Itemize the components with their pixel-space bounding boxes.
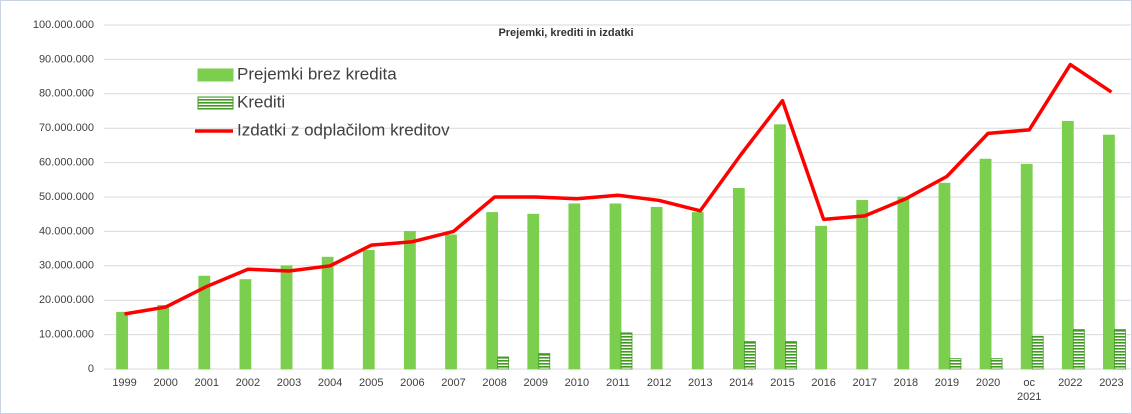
chart-title: Prejemki, krediti in izdatki [498, 27, 633, 39]
x-tick-label: 2001 [195, 377, 219, 389]
x-tick-label: 2015 [770, 377, 794, 389]
bar [239, 279, 252, 370]
y-tick-label: 60.000.000 [39, 157, 94, 169]
bar [1061, 120, 1074, 370]
bar [1114, 329, 1126, 370]
bar [1020, 163, 1033, 370]
legend-label: Izdatki z odplačilom kreditov [237, 120, 450, 139]
bar [743, 341, 756, 370]
x-tick-label: 2000 [153, 377, 177, 389]
x-tick-label: 2018 [894, 377, 918, 389]
bar [785, 341, 797, 370]
bar [403, 230, 416, 370]
bar [897, 196, 910, 370]
y-tick-label: 10.000.000 [39, 329, 94, 341]
bar [497, 356, 510, 370]
legend-swatch [197, 96, 234, 110]
x-tick-label: 2009 [524, 377, 548, 389]
bar [486, 212, 499, 370]
bar [620, 332, 633, 370]
bar [198, 275, 211, 370]
y-tick-label: 100.000.000 [33, 19, 94, 31]
bar [568, 203, 581, 370]
bar [815, 225, 827, 370]
bar [650, 206, 663, 370]
x-tick-label: 2002 [236, 377, 260, 389]
x-tick-label: 2006 [400, 377, 424, 389]
y-tick-label: 30.000.000 [39, 260, 94, 272]
bar [609, 203, 622, 370]
bar [949, 358, 962, 370]
y-tick-label: 0 [88, 363, 94, 375]
bar [362, 249, 375, 370]
bar [1072, 329, 1085, 370]
bar [116, 311, 128, 370]
y-tick-label: 20.000.000 [39, 294, 94, 306]
bar [538, 353, 551, 370]
legend-swatch [197, 68, 234, 82]
x-tick-label: 2010 [565, 377, 589, 389]
x-tick-label: 2013 [688, 377, 712, 389]
x-tick-label: 2012 [647, 377, 671, 389]
line [124, 62, 1113, 316]
y-tick-label: 70.000.000 [39, 122, 94, 134]
legend-label: Krediti [237, 92, 285, 111]
bar [1103, 134, 1115, 370]
bar [321, 256, 334, 370]
x-tick-label: 2005 [359, 377, 383, 389]
x-tick-label: 2019 [935, 377, 959, 389]
bar [445, 234, 457, 370]
bar [979, 158, 992, 370]
x-tick-label: 2023 [1099, 377, 1123, 389]
x-tick-label: 1999 [112, 377, 136, 389]
legend-label: Prejemki brez kredita [237, 64, 397, 83]
x-tick-label: 2008 [482, 377, 506, 389]
x-tick-label: 2003 [277, 377, 301, 389]
x-tick-label: 2022 [1058, 377, 1082, 389]
x-tick-label: 2004 [318, 377, 342, 389]
bar [732, 187, 745, 370]
x-tick-label: 2007 [441, 377, 465, 389]
bar [938, 182, 951, 370]
x-tick-label: 2011 [606, 377, 630, 389]
bar [856, 200, 869, 370]
y-tick-label: 50.000.000 [39, 191, 94, 203]
x-tick-label: 2014 [729, 377, 753, 389]
y-tick-label: 40.000.000 [39, 225, 94, 237]
bar [280, 265, 293, 370]
bar [691, 212, 704, 370]
bar [157, 304, 170, 370]
x-tick-label: 2020 [976, 377, 1000, 389]
x-tick-label: 2017 [852, 377, 876, 389]
x-tick-label: 2016 [811, 377, 835, 389]
y-tick-label: 80.000.000 [39, 88, 94, 100]
bar [774, 124, 786, 370]
x-tick-label: oc 2021 [1017, 377, 1041, 403]
bar [1031, 335, 1044, 370]
bar [990, 358, 1003, 370]
bar [527, 213, 540, 370]
y-tick-label: 90.000.000 [39, 53, 94, 65]
